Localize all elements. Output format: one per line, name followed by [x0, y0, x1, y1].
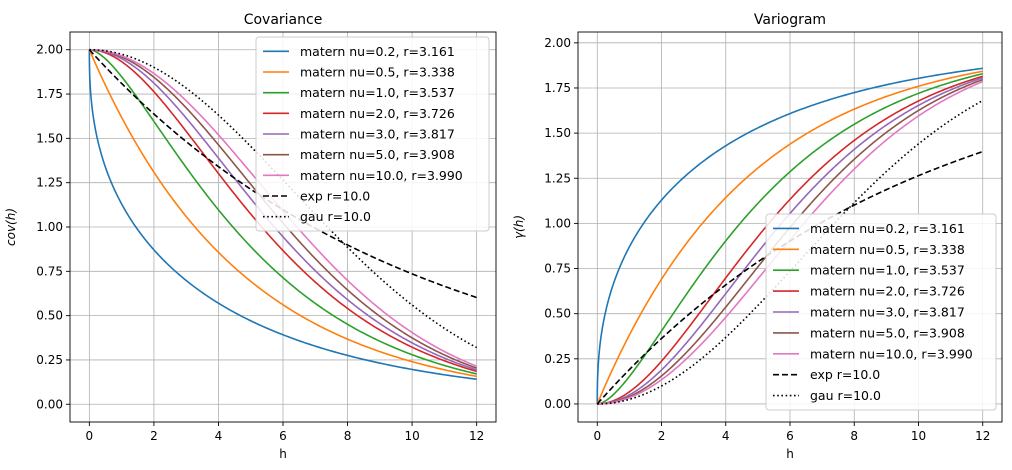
y-tick-label: 0.00: [36, 397, 63, 411]
series-line-1: [88, 49, 477, 378]
y-tick-label: 1.50: [36, 131, 63, 145]
chart-title: Variogram: [754, 12, 826, 28]
legend-entry: matern nu=3.0, r=3.817: [810, 305, 965, 320]
x-tick-label: 2: [150, 429, 158, 443]
panel-variogram: 0 2 4 6 8 10 12 0.00 0.25 0.50 0.75 1.00 1.25 1.50 1.7…: [512, 12, 1003, 461]
series-line-0: [596, 67, 983, 404]
panel-covariance: 0 2 4 6 8 10 12 0.00 0.25 0.50 0.75 1.00 1.25 1.50 1.7…: [4, 12, 497, 461]
legend-entry: matern nu=0.5, r=3.338: [300, 65, 455, 80]
series-line-3: [89, 48, 477, 373]
series-line-2: [89, 48, 477, 375]
chart-title: Covariance: [244, 12, 323, 28]
series-lines: [596, 67, 984, 405]
legend-entry: gau r=10.0: [810, 388, 881, 403]
legend-entry: exp r=10.0: [300, 189, 370, 204]
x-tick-label: 8: [850, 429, 858, 443]
series-line-1: [596, 70, 983, 405]
x-tick-label: 6: [279, 429, 287, 443]
legend-entry: matern nu=5.0, r=3.908: [810, 325, 965, 340]
x-tick-label: 2: [658, 429, 666, 443]
series-line-0: [88, 49, 477, 381]
x-axis-label: h: [786, 447, 794, 461]
x-tick-label: 12: [975, 429, 990, 443]
legend-entry: matern nu=1.0, r=3.537: [300, 85, 455, 100]
x-tick-label: 10: [911, 429, 926, 443]
x-tick-label: 12: [469, 429, 484, 443]
legend-entry: gau r=10.0: [300, 209, 371, 224]
legend-entry: matern nu=0.5, r=3.338: [810, 242, 965, 257]
y-tick-label: 2.00: [544, 36, 571, 50]
series-line-4: [597, 77, 983, 405]
series-line-4: [89, 48, 477, 371]
y-axis-label: γ(h): [512, 215, 526, 239]
series-line-2: [597, 72, 983, 405]
legend-entry: exp r=10.0: [810, 367, 880, 382]
y-tick-label: 0.50: [36, 309, 63, 323]
legend-entry: matern nu=10.0, r=3.990: [810, 346, 973, 361]
y-tick-label: 1.50: [544, 126, 571, 140]
y-tick-label: 0.50: [544, 307, 571, 321]
y-axis-label: cov(h): [4, 208, 18, 246]
legend-entry: matern nu=3.0, r=3.817: [300, 127, 455, 142]
y-tick-label: 1.75: [544, 81, 571, 95]
x-tick-label: 0: [593, 429, 601, 443]
legend-box: [255, 36, 490, 232]
y-tick-label: 1.25: [544, 171, 571, 185]
legend-entry: matern nu=2.0, r=3.726: [300, 106, 455, 121]
y-tick-label: 0.75: [36, 264, 63, 278]
legend-entry: matern nu=1.0, r=3.537: [810, 263, 965, 278]
x-tick-label: 8: [344, 429, 352, 443]
y-tick-label: 1.75: [36, 87, 63, 101]
legend-box: [765, 213, 997, 411]
x-tick-label: 10: [404, 429, 419, 443]
y-tick-label: 0.00: [544, 397, 571, 411]
legend-entry: matern nu=2.0, r=3.726: [810, 284, 965, 299]
y-tick-label: 1.00: [36, 220, 63, 234]
y-tick-label: 2.00: [36, 43, 63, 57]
y-tick-label: 0.75: [544, 262, 571, 276]
series-line-3: [597, 75, 983, 405]
legend-entry: matern nu=0.2, r=3.161: [300, 44, 455, 59]
x-tick-label: 4: [215, 429, 223, 443]
x-tick-label: 4: [722, 429, 730, 443]
y-tick-label: 1.00: [544, 216, 571, 230]
x-tick-label: 0: [86, 429, 94, 443]
y-tick-label: 0.25: [36, 353, 63, 367]
y-tick-label: 1.25: [36, 176, 63, 190]
legend-entry: matern nu=0.2, r=3.161: [810, 221, 965, 236]
legend-entry: matern nu=10.0, r=3.990: [300, 168, 463, 183]
legend: matern nu=0.2, r=3.161 matern nu=0.5, r=3…: [255, 36, 490, 232]
legend-entry: matern nu=5.0, r=3.908: [300, 147, 455, 162]
x-axis-label: h: [279, 447, 287, 461]
y-tick-label: 0.25: [544, 352, 571, 366]
legend: matern nu=0.2, r=3.161 matern nu=0.5, r=3…: [765, 213, 997, 411]
x-tick-label: 6: [786, 429, 794, 443]
